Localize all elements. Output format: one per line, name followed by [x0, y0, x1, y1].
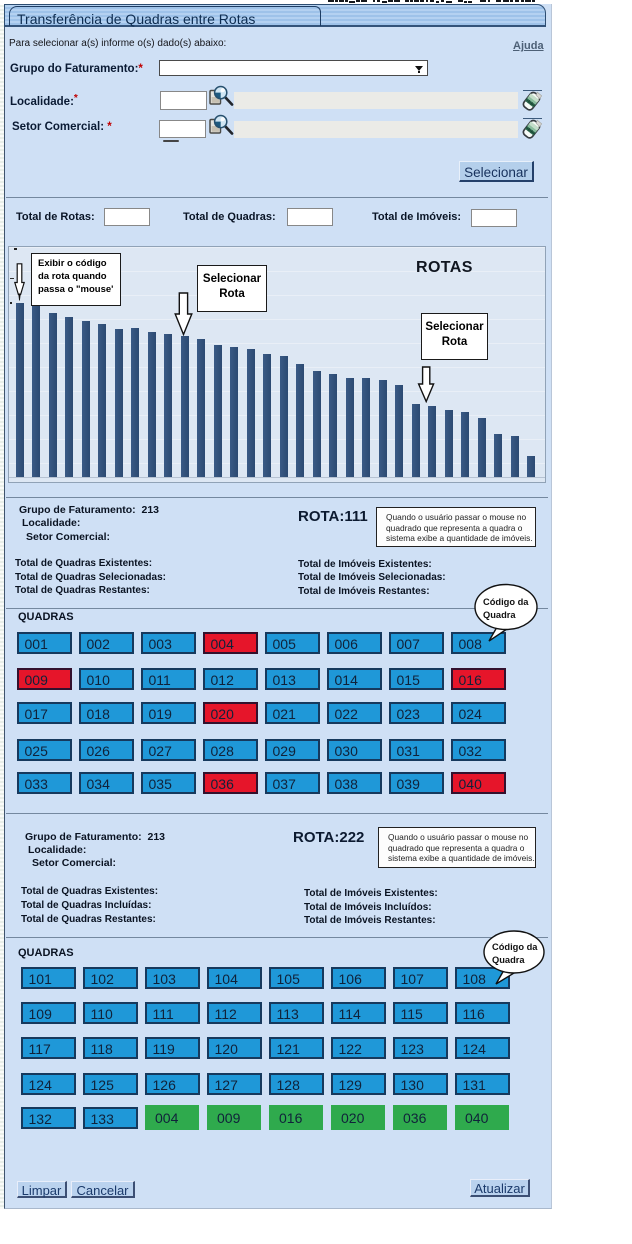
svg-text:Quadra: Quadra [492, 955, 525, 965]
svg-text:Código da: Código da [492, 942, 538, 952]
svg-text:Quadra: Quadra [483, 610, 516, 620]
svg-text:Código da: Código da [483, 597, 529, 607]
